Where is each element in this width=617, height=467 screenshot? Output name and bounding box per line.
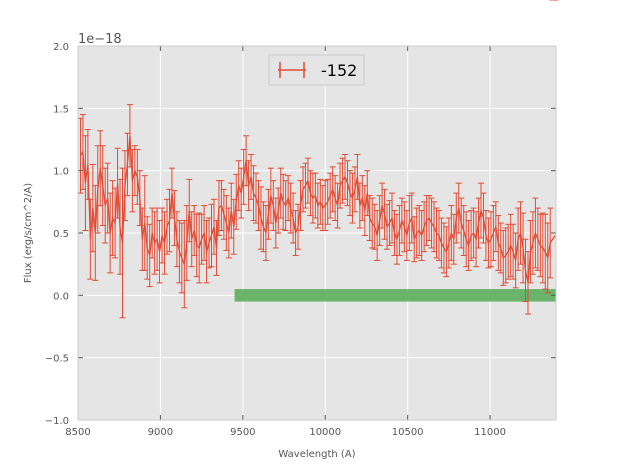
y-offset-label: 1e−18 (78, 32, 122, 47)
y-tick-label: 1.0 (53, 167, 69, 178)
x-tick-label: 11000 (474, 427, 506, 438)
x-tick-label: 8500 (65, 427, 90, 438)
x-tick-label: 9000 (148, 427, 173, 438)
series-line (79, 135, 556, 284)
span-layer (234, 289, 556, 302)
series-layer (77, 0, 559, 319)
y-tick-label: −0.5 (45, 354, 69, 365)
axis-ticks: 8500 9000 9500 10000 10500 11000 −1.0 −0.5 0.0 0.… (45, 42, 557, 438)
y-tick-label: 0.5 (53, 229, 69, 240)
green-band (234, 289, 556, 302)
y-tick-label: 1.5 (53, 104, 69, 115)
y-tick-label: 2.0 (53, 42, 69, 53)
legend-errorbar-icon (278, 62, 306, 78)
plot-frame (77, 45, 557, 421)
x-tick-label: 10500 (392, 427, 424, 438)
y-tick-label: −1.0 (45, 416, 69, 427)
legend: -152 (268, 54, 365, 86)
x-tick-label: 9500 (230, 427, 255, 438)
legend-label: -152 (321, 61, 357, 80)
x-axis-label: Wavelength (A) (278, 449, 355, 460)
x-tick-label: 10000 (309, 427, 341, 438)
y-axis-label: Flux (erg/s/cm^2/A) (23, 183, 34, 283)
y-tick-label: 0.0 (53, 291, 69, 302)
